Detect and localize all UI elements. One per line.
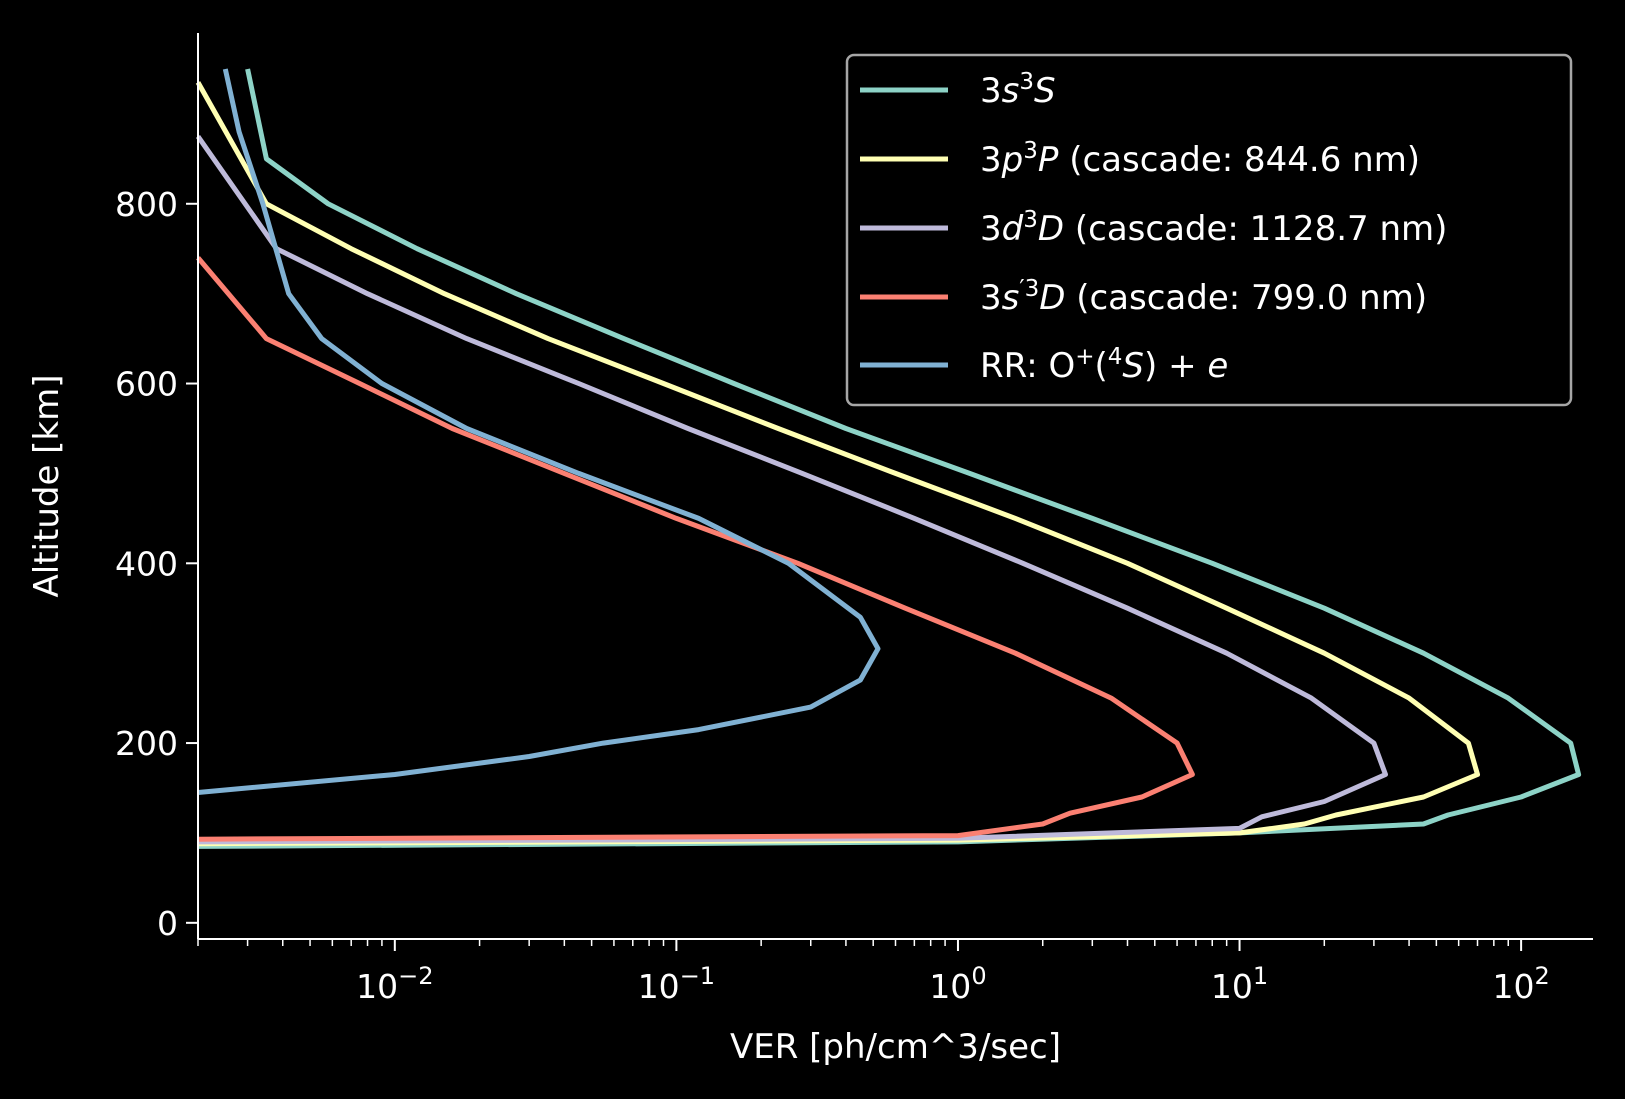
x-tick-label: 10−2 xyxy=(356,962,433,1006)
legend-box xyxy=(845,53,1573,407)
axes-layer: 0 200 400 600 800 10−2 10−1 100 101 102 xyxy=(115,33,1593,1006)
legend-label-4: 3s′3​D (cascade: 799.0 nm) xyxy=(980,276,1427,318)
series-line-1 xyxy=(197,68,1582,849)
x-axis-label: VER [ph/cm^3/sec] xyxy=(730,1027,1061,1067)
x-tick-label: 102 xyxy=(1492,962,1549,1006)
y-axis-label: Altitude [km] xyxy=(27,374,67,597)
y-tick-label: 400 xyxy=(115,544,178,583)
legend-label-2: 3p3​P (cascade: 844.6 nm) xyxy=(980,138,1420,180)
x-tick-label: 101 xyxy=(1211,962,1268,1006)
x-tick-label: 100 xyxy=(929,962,986,1006)
legend-label-5: RR: O+​(4​S) + e xyxy=(980,344,1228,386)
y-tick-label: 200 xyxy=(115,724,178,763)
legend-label-3: 3d3​D (cascade: 1128.7 nm) xyxy=(980,207,1447,249)
x-tick-label: 10−1 xyxy=(638,962,715,1006)
series-line-5 xyxy=(197,68,881,795)
series-line-4 xyxy=(196,256,1195,842)
y-tick-label: 800 xyxy=(115,185,178,224)
y-tick-label: 600 xyxy=(115,365,178,404)
legend: 3s3​S 3p3​P (cascade: 844.6 nm) 3d3​D (cas… xyxy=(845,53,1573,407)
series-layer xyxy=(195,68,1582,849)
series-line-2 xyxy=(195,81,1480,847)
legend-label-1: 3s3​S xyxy=(980,69,1056,111)
y-tick-label: 0 xyxy=(157,904,178,943)
series-line-3 xyxy=(195,134,1388,845)
